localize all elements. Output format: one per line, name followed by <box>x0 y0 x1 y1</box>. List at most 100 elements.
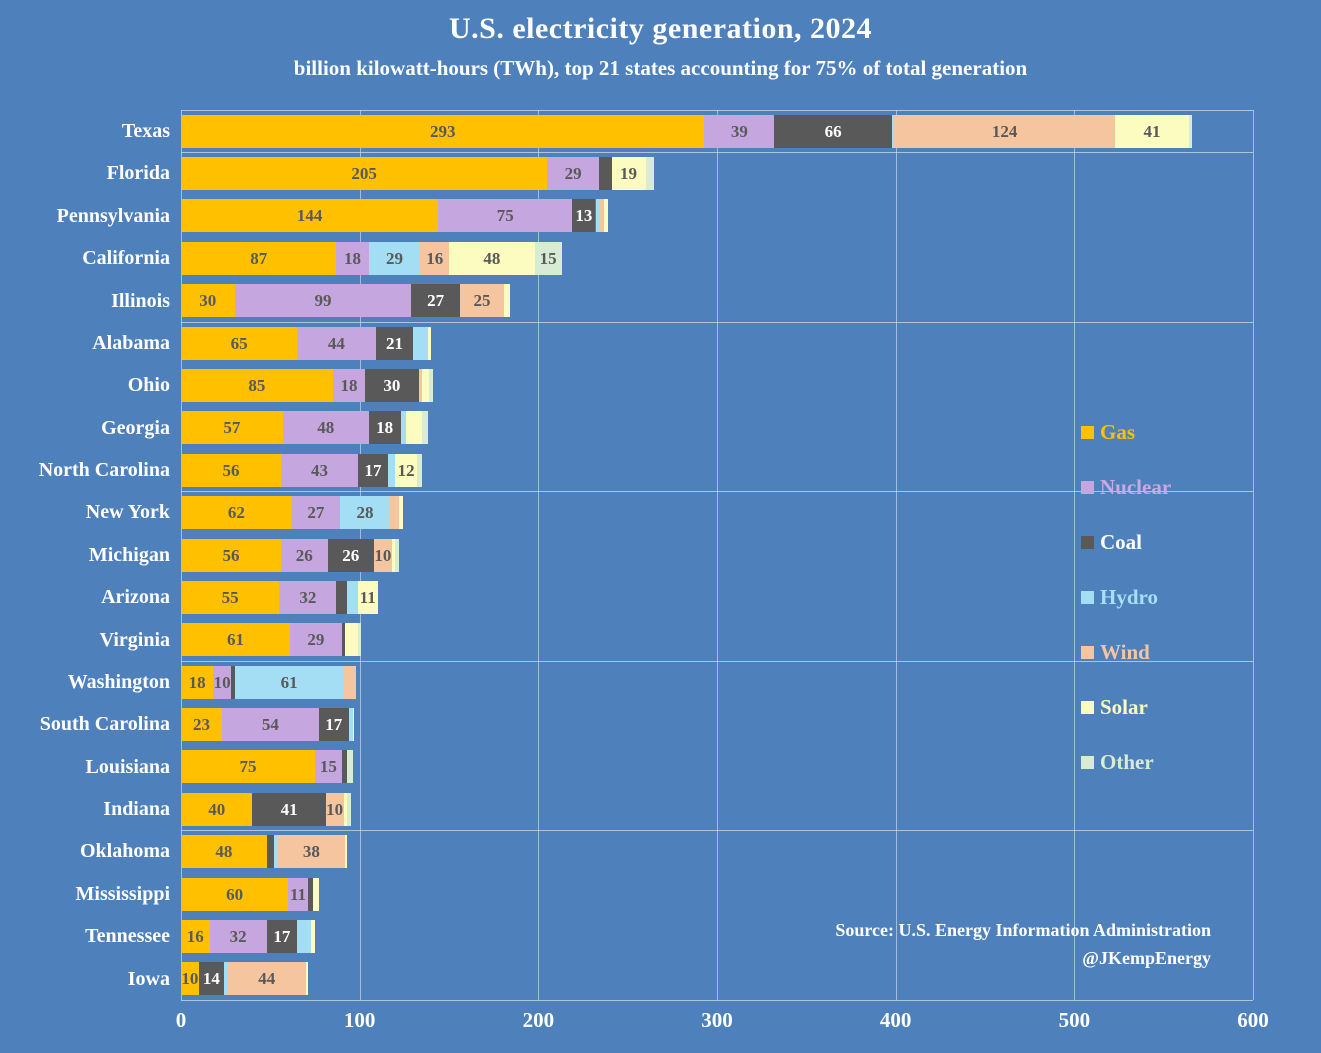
bar-segment-wind <box>418 368 423 402</box>
bar-value-label: 124 <box>991 121 1018 141</box>
legend: Gas Nuclear Coal Hydro Wind Solar Other <box>1081 420 1171 774</box>
bar-value-label: 13 <box>575 206 593 226</box>
bar-value-label: 44 <box>258 969 276 989</box>
bar-segment-gas: 56 <box>181 538 282 572</box>
bar-segment-coal <box>336 580 348 614</box>
bar-segment-gas: 65 <box>181 326 298 360</box>
bar-segment-hydro: 61 <box>234 665 344 699</box>
bar-value-label: 32 <box>299 587 317 607</box>
legend-swatch-nuclear <box>1081 480 1094 494</box>
bar-value-label: 56 <box>222 545 240 565</box>
bar-value-label: 44 <box>327 333 345 353</box>
bar-value-label: 40 <box>208 799 226 819</box>
y-gridline <box>181 660 1253 662</box>
bar-segment-solar <box>306 962 308 996</box>
bar-segment-nuclear: 43 <box>281 453 358 487</box>
bar-value-label: 18 <box>376 418 394 438</box>
category-label-florida: Florida <box>106 162 170 185</box>
bar-value-label: 48 <box>317 418 335 438</box>
bar-segment-coal: 17 <box>357 453 389 487</box>
bar-segment-nuclear: 18 <box>332 368 366 402</box>
legend-item-hydro: Hydro <box>1081 585 1171 609</box>
bar-segment-nuclear: 75 <box>438 199 573 233</box>
bar-segment-coal <box>341 750 348 784</box>
bar-segment-nuclear: 29 <box>547 157 600 191</box>
bar-segment-solar <box>391 538 396 572</box>
bar-segment-solar: 48 <box>449 241 535 275</box>
bar-segment-nuclear: 11 <box>288 877 308 911</box>
bar-value-label: 48 <box>483 248 501 268</box>
legend-label-solar: Solar <box>1100 695 1148 719</box>
bar-value-label: 23 <box>193 715 211 735</box>
bar-value-label: 27 <box>307 503 325 523</box>
x-gridline <box>1253 110 1254 1000</box>
bar-value-label: 99 <box>314 291 332 311</box>
bar-segment-coal: 27 <box>411 284 460 318</box>
bar-segment-wind: 16 <box>420 241 449 275</box>
bar-value-label: 55 <box>221 587 239 607</box>
bar-segment-hydro <box>347 580 358 614</box>
bar-value-label: 29 <box>386 248 403 268</box>
bar-value-label: 26 <box>342 545 360 565</box>
legend-item-coal: Coal <box>1081 530 1171 554</box>
bar-segment-nuclear: 26 <box>281 538 328 572</box>
y-gridline <box>181 491 1253 493</box>
bar-segment-wind <box>390 496 399 530</box>
bar-value-label: 19 <box>620 164 638 184</box>
bar-segment-nuclear: 44 <box>297 326 376 360</box>
x-axis-tick-label: 100 <box>343 1008 376 1032</box>
legend-label-gas: Gas <box>1100 420 1136 444</box>
bar-value-label: 30 <box>199 291 217 311</box>
bar-segment-coal: 41 <box>252 792 326 826</box>
bar-value-label: 18 <box>188 672 206 692</box>
bar-value-label: 54 <box>261 715 279 735</box>
bar-segment-wind: 25 <box>459 284 505 318</box>
bar-segment-hydro <box>297 919 312 953</box>
bar-segment-wind <box>343 665 357 699</box>
legend-label-coal: Coal <box>1100 530 1142 554</box>
bar-segment-coal: 14 <box>198 962 224 996</box>
bar-segment-solar <box>504 284 510 318</box>
bar-value-label: 21 <box>385 333 403 353</box>
source-line: Source: U.S. Energy Information Administ… <box>835 920 1211 940</box>
bar-value-label: 26 <box>295 545 313 565</box>
bar-segment-nuclear: 48 <box>282 411 369 445</box>
bar-segment-coal: 18 <box>368 411 401 445</box>
bar-segment-coal: 30 <box>365 368 419 402</box>
bar-value-label: 41 <box>1143 121 1161 141</box>
category-label-pennsylvania: Pennsylvania <box>56 204 170 227</box>
bar-value-label: 66 <box>824 121 842 141</box>
bar-segment-coal: 21 <box>375 326 414 360</box>
bar-segment-gas: 48 <box>181 835 267 869</box>
bar-value-label: 85 <box>248 375 266 395</box>
bar-segment-wind: 124 <box>893 114 1116 148</box>
bar-segment-nuclear: 29 <box>289 623 342 657</box>
bar-value-label: 43 <box>310 460 328 480</box>
bar-value-label: 144 <box>296 206 323 226</box>
bar-value-label: 10 <box>374 545 392 565</box>
bar-segment-solar <box>352 708 355 742</box>
bar-value-label: 28 <box>356 503 374 523</box>
bar-segment-other <box>395 538 399 572</box>
bar-value-label: 15 <box>319 757 337 777</box>
chart-subtitle: billion kilowatt-hours (TWh), top 21 sta… <box>293 56 1028 80</box>
bar-value-label: 57 <box>223 418 241 438</box>
bar-segment-gas: 16 <box>181 919 210 953</box>
y-gridline <box>181 321 1253 323</box>
legend-label-hydro: Hydro <box>1100 585 1158 609</box>
bar-segment-coal <box>599 157 612 191</box>
bar-segment-solar: 12 <box>395 453 417 487</box>
legend-swatch-hydro <box>1081 590 1094 604</box>
bar-segment-gas: 30 <box>181 284 235 318</box>
bar-segment-hydro <box>223 962 228 996</box>
bar-value-label: 18 <box>344 248 362 268</box>
bar-value-label: 14 <box>202 969 220 989</box>
x-axis-tick-label: 400 <box>879 1008 912 1032</box>
bar-segment-gas: 40 <box>181 792 253 826</box>
bar-value-label: 39 <box>730 121 748 141</box>
bar-segment-nuclear: 18 <box>336 241 369 275</box>
x-gridline <box>895 110 897 1000</box>
category-label-georgia: Georgia <box>101 416 170 439</box>
y-gridline <box>181 830 1253 832</box>
